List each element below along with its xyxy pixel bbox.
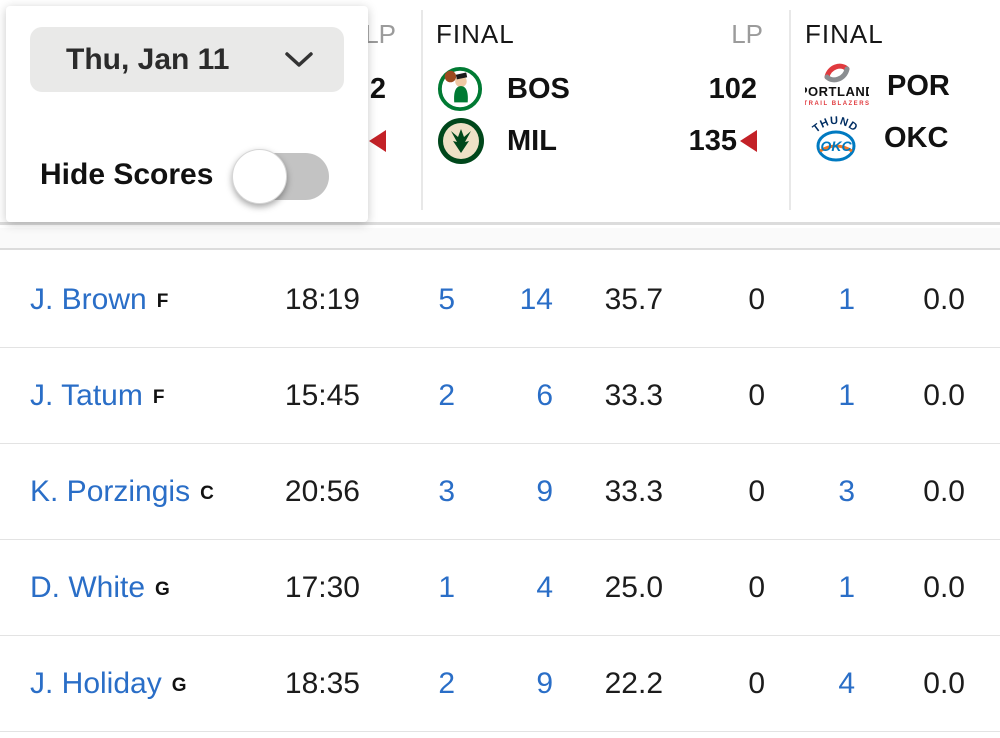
date-picker-overlay: Thu, Jan 11 Hide Scores: [6, 6, 368, 222]
stat-value: 0: [748, 570, 765, 604]
stat-value: 5: [438, 282, 455, 316]
card-divider: [789, 10, 791, 210]
table-row: J. Holiday G 18:35 2 9 22.2 0 4 0.0: [0, 636, 1000, 732]
home-team-abbr: OKC: [884, 121, 949, 154]
home-score: 135: [620, 115, 757, 167]
stat-value: 2: [438, 378, 455, 412]
stat-value: 3: [438, 474, 455, 508]
celtics-logo-icon: [437, 66, 483, 112]
box-score-table: J. Brown F 18:19 5 14 35.7 0 1 0.0 J. Ta…: [0, 252, 1000, 732]
stat-value: 9: [536, 666, 553, 700]
partial-away-score: 2: [369, 72, 386, 105]
stat-value: 33.3: [604, 474, 663, 508]
lp-label: LP: [731, 19, 763, 49]
stat-value: 22.2: [604, 666, 663, 700]
partial-lp-label: LP: [364, 19, 396, 49]
stat-value: 0: [748, 474, 765, 508]
stat-min: 20:56: [284, 474, 360, 508]
stat-value: 0: [748, 666, 765, 700]
stat-value: 1: [438, 570, 455, 604]
selected-date-label: Thu, Jan 11: [66, 42, 230, 76]
stat-value: 0.0: [923, 282, 965, 316]
hide-scores-toggle[interactable]: [232, 149, 329, 204]
stat-min: 18:19: [284, 282, 360, 316]
stat-value: 6: [536, 378, 553, 412]
winner-arrow-icon: [369, 130, 386, 152]
stat-value: 14: [519, 282, 553, 316]
stat-min: 15:45: [284, 378, 360, 412]
table-row: J. Tatum F 15:45 2 6 33.3 0 1 0.0: [0, 348, 1000, 444]
player-link[interactable]: J. Brown: [30, 282, 147, 316]
svg-text:PORTLAND: PORTLAND: [805, 84, 869, 99]
game-status: FINAL: [805, 19, 884, 49]
player-position: G: [171, 674, 187, 696]
stat-value: 35.7: [604, 282, 663, 316]
stat-value: 1: [838, 570, 855, 604]
card-divider: [421, 10, 423, 210]
stat-value: 0.0: [923, 474, 965, 508]
stat-value: 1: [838, 378, 855, 412]
stat-value: 0.0: [923, 378, 965, 412]
stat-value: 0: [748, 378, 765, 412]
hide-scores-label: Hide Scores: [40, 158, 214, 191]
player-link[interactable]: J. Holiday: [30, 666, 162, 700]
trail-blazers-logo-icon: PORTLAND TRAIL BLAZERS: [805, 63, 869, 107]
svg-text:TRAIL BLAZERS: TRAIL BLAZERS: [805, 101, 869, 107]
stat-value: 33.3: [604, 378, 663, 412]
winner-arrow-icon: [740, 130, 757, 152]
date-selector-button[interactable]: Thu, Jan 11: [30, 27, 344, 92]
stat-value: 25.0: [604, 570, 663, 604]
player-link[interactable]: K. Porzingis: [30, 474, 191, 508]
player-position: F: [156, 290, 169, 312]
player-position: C: [200, 482, 214, 504]
away-team-abbr: BOS: [507, 72, 570, 105]
player-position: G: [155, 578, 170, 600]
stat-value: 0: [748, 282, 765, 316]
toggle-knob: [232, 149, 287, 204]
table-row: D. White G 17:30 1 4 25.0 0 1 0.0: [0, 540, 1000, 636]
chevron-down-icon: [285, 51, 313, 67]
stat-value: 3: [838, 474, 855, 508]
stat-min: 17:30: [284, 570, 360, 604]
stat-value: 4: [838, 666, 855, 700]
stat-value: 9: [536, 474, 553, 508]
section-gap: [0, 228, 1000, 250]
thunder-logo-icon: THUNDER OKC: [808, 111, 859, 162]
game-status: FINAL: [436, 19, 515, 49]
stat-value: 2: [438, 666, 455, 700]
away-team-abbr: POR: [887, 69, 950, 102]
table-row: K. Porzingis C 20:56 3 9 33.3 0 3 0.0: [0, 444, 1000, 540]
home-team-abbr: MIL: [507, 124, 557, 157]
away-score: 102: [708, 72, 757, 105]
player-position: F: [152, 386, 165, 408]
bucks-logo-icon: [438, 118, 484, 164]
player-link[interactable]: D. White: [30, 570, 146, 604]
stat-value: 1: [838, 282, 855, 316]
stat-value: 0.0: [923, 570, 965, 604]
svg-text:OKC: OKC: [820, 138, 852, 154]
table-row: J. Brown F 18:19 5 14 35.7 0 1 0.0: [0, 252, 1000, 348]
stat-min: 18:35: [284, 666, 360, 700]
player-link[interactable]: J. Tatum: [30, 378, 143, 412]
stat-value: 4: [536, 570, 553, 604]
stat-value: 0.0: [923, 666, 965, 700]
